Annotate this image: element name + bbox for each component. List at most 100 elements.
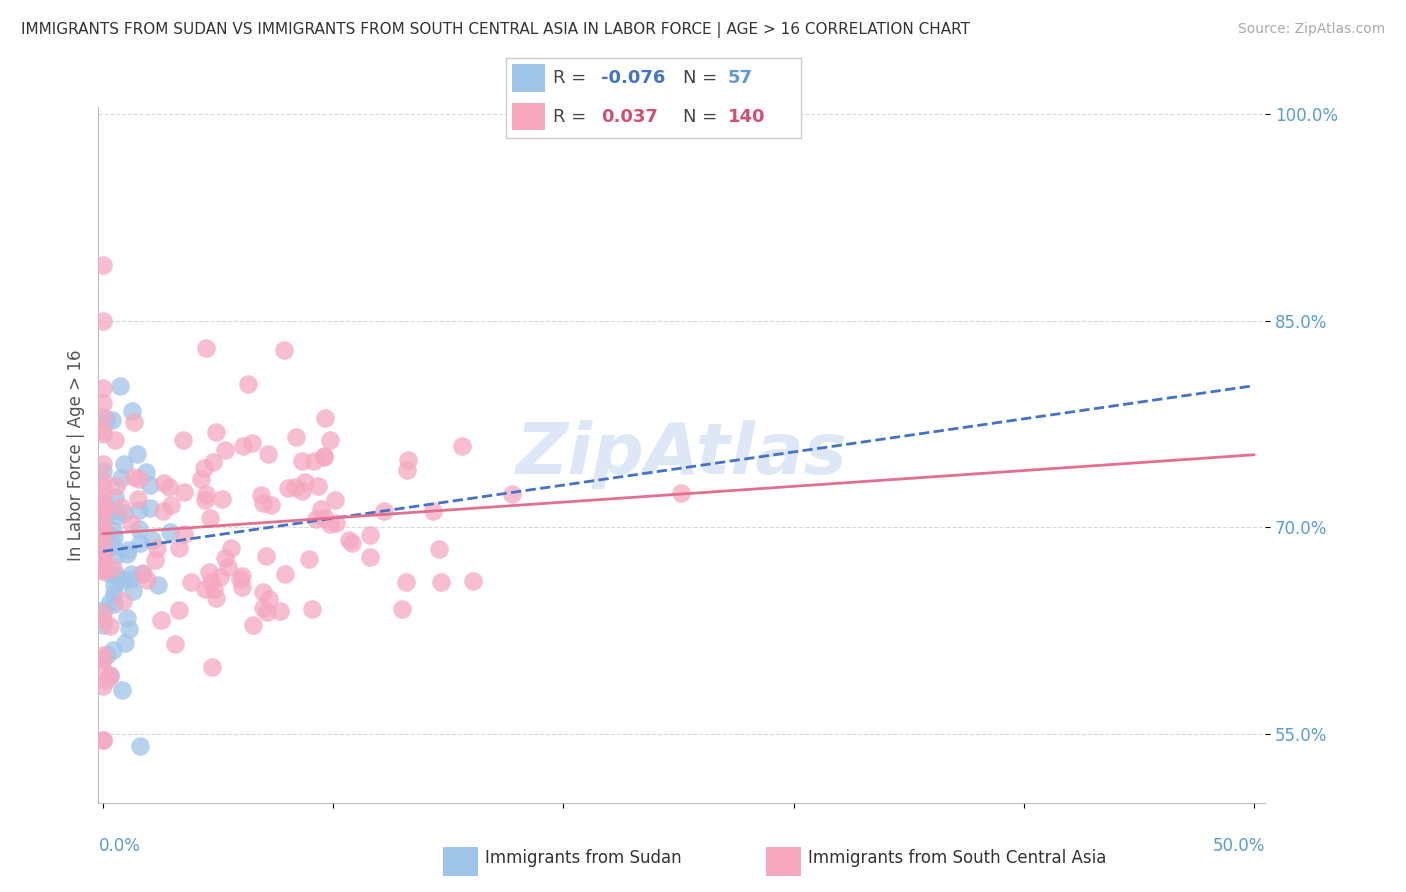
Y-axis label: In Labor Force | Age > 16: In Labor Force | Age > 16 — [66, 349, 84, 561]
Point — [236, 376, 259, 391]
Point — [124, 415, 146, 429]
Point — [91, 531, 114, 545]
Point — [91, 501, 114, 516]
Point — [254, 549, 277, 563]
Point — [91, 550, 114, 565]
Point — [252, 585, 274, 599]
Point — [229, 572, 252, 586]
Point — [194, 487, 217, 501]
Point — [284, 430, 307, 444]
Point — [91, 679, 114, 693]
Point — [121, 583, 143, 598]
Point — [114, 457, 136, 471]
Point — [195, 341, 218, 355]
Point — [91, 561, 114, 575]
Point — [193, 461, 215, 475]
Point — [96, 648, 118, 662]
Text: -0.076: -0.076 — [600, 69, 665, 87]
Point — [101, 413, 124, 427]
Point — [143, 553, 166, 567]
Point — [323, 493, 346, 508]
Point — [91, 606, 114, 620]
Text: ZipAtlas: ZipAtlas — [516, 420, 848, 490]
Point — [91, 523, 114, 537]
Point — [98, 669, 121, 683]
Point — [136, 573, 159, 587]
Point — [91, 514, 114, 528]
Point — [120, 567, 142, 582]
Point — [219, 541, 242, 555]
Point — [240, 436, 263, 450]
Text: R =: R = — [554, 69, 586, 87]
Point — [91, 524, 114, 539]
Point — [110, 471, 132, 485]
Point — [128, 522, 150, 536]
Point — [242, 617, 264, 632]
Point — [291, 483, 314, 498]
Point — [395, 574, 418, 589]
Point — [302, 454, 325, 468]
Text: IMMIGRANTS FROM SUDAN VS IMMIGRANTS FROM SOUTH CENTRAL ASIA IN LABOR FORCE | AGE: IMMIGRANTS FROM SUDAN VS IMMIGRANTS FROM… — [21, 22, 970, 38]
Point — [198, 511, 221, 525]
Text: N =: N = — [683, 108, 717, 126]
Point — [103, 586, 125, 600]
Point — [117, 611, 139, 625]
Point — [669, 485, 692, 500]
Point — [135, 465, 157, 479]
Point — [91, 516, 114, 531]
Point — [148, 577, 170, 591]
Point — [132, 566, 155, 580]
Point — [91, 258, 114, 272]
Point — [211, 491, 233, 506]
Point — [373, 504, 395, 518]
Point — [146, 541, 169, 556]
Point — [430, 574, 453, 589]
Point — [396, 463, 419, 477]
Point — [273, 343, 295, 358]
Point — [231, 569, 253, 583]
Text: 50.0%: 50.0% — [1213, 837, 1265, 855]
Point — [461, 574, 484, 588]
Point — [128, 472, 150, 486]
Point — [198, 566, 221, 580]
Point — [91, 564, 114, 578]
Text: R =: R = — [554, 108, 586, 126]
Point — [103, 529, 125, 543]
Point — [120, 572, 142, 586]
Point — [91, 489, 114, 503]
Point — [98, 566, 121, 581]
Text: Immigrants from South Central Asia: Immigrants from South Central Asia — [808, 849, 1107, 867]
Point — [94, 412, 117, 426]
Point — [98, 618, 121, 632]
Point — [98, 668, 121, 682]
Point — [359, 528, 381, 542]
Point — [202, 455, 225, 469]
Point — [256, 605, 278, 619]
Point — [204, 425, 226, 440]
Point — [91, 426, 114, 441]
Point — [301, 602, 323, 616]
Point — [103, 597, 125, 611]
Point — [231, 580, 253, 594]
Point — [337, 533, 360, 547]
Point — [103, 578, 125, 592]
Point — [101, 539, 124, 553]
Point — [165, 637, 187, 651]
Point — [111, 683, 134, 698]
Point — [91, 602, 114, 616]
Point — [104, 479, 127, 493]
Point — [91, 558, 114, 572]
Point — [91, 475, 114, 489]
Point — [91, 618, 114, 632]
Point — [284, 480, 307, 494]
Point — [105, 509, 128, 524]
Point — [108, 379, 131, 393]
Point — [501, 487, 523, 501]
Point — [217, 560, 239, 574]
Point — [125, 447, 148, 461]
Text: Immigrants from Sudan: Immigrants from Sudan — [485, 849, 682, 867]
Point — [269, 604, 291, 618]
Point — [205, 591, 228, 605]
Point — [128, 503, 150, 517]
Point — [104, 490, 127, 504]
